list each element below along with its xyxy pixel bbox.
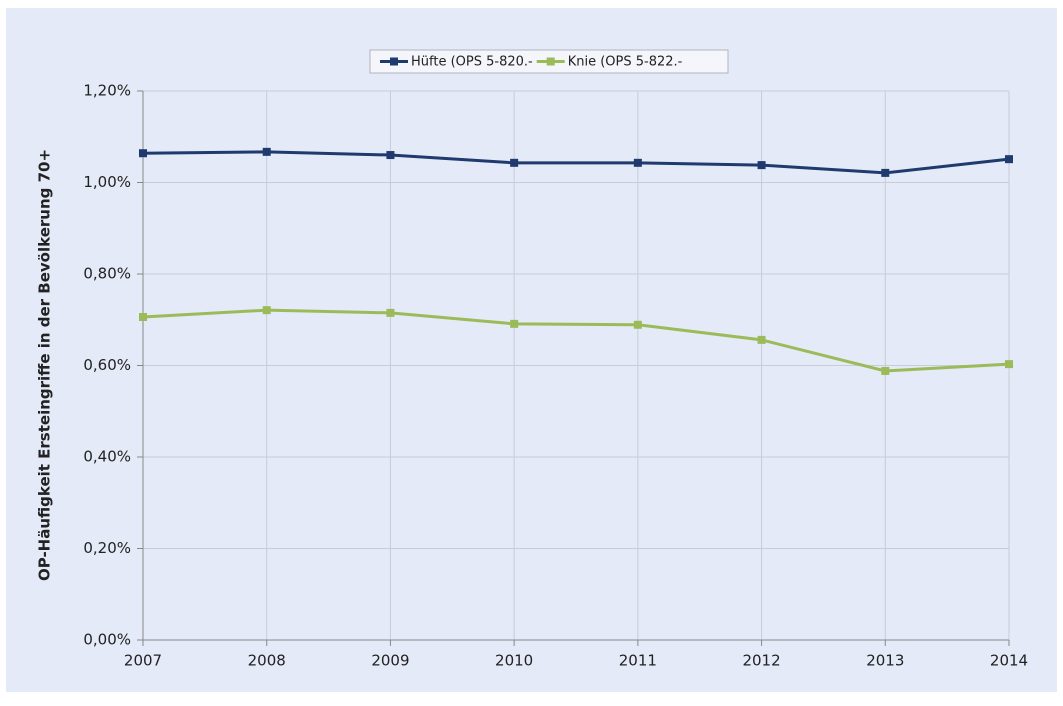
legend-marker — [390, 57, 398, 66]
y-tick-label: 0,00% — [83, 631, 131, 649]
x-tick-label: 2014 — [990, 652, 1028, 670]
series-line — [142, 308, 1010, 373]
point-marker — [510, 158, 519, 167]
y-axis-label: OP-Häufigkeit Ersteingriffe in der Bevöl… — [36, 149, 54, 581]
x-tick-label: 2010 — [495, 652, 533, 670]
x-tick-label: 2007 — [124, 652, 162, 670]
point-marker — [262, 306, 271, 315]
point-marker — [633, 158, 642, 167]
point-marker — [262, 147, 271, 156]
x-tick-label: 2009 — [371, 652, 409, 670]
x-tick-label: 2012 — [742, 652, 780, 670]
legend-marker — [546, 57, 555, 66]
point-marker — [139, 313, 147, 322]
y-tick-label: 1,20% — [83, 82, 131, 100]
y-tick-label: 0,40% — [83, 448, 131, 466]
point-marker — [881, 366, 890, 375]
y-tick-label: 0,80% — [83, 265, 131, 283]
y-tick-label: 0,20% — [83, 539, 131, 557]
x-tick-label: 2008 — [248, 652, 286, 670]
series-line — [142, 150, 1010, 175]
y-tick-label: 1,00% — [83, 173, 131, 191]
y-tick-label: 0,60% — [83, 356, 131, 374]
point-marker — [757, 335, 766, 344]
point-marker — [1005, 360, 1013, 369]
legend-label: Hüfte (OPS 5-820.- — [411, 55, 533, 70]
point-marker — [1005, 155, 1013, 164]
point-marker — [386, 308, 395, 317]
point-marker — [633, 320, 642, 329]
x-tick-label: 2013 — [866, 652, 904, 670]
point-marker — [757, 161, 766, 170]
point-marker — [139, 149, 147, 158]
x-tick-label: 2011 — [619, 652, 657, 670]
point-marker — [881, 168, 890, 177]
legend: Hüfte (OPS 5-820.- Knie (OPS 5-822.- — [369, 49, 729, 74]
chart-background — [6, 8, 1057, 692]
legend-label: Knie (OPS 5-822.- — [568, 55, 683, 70]
point-marker — [386, 151, 395, 160]
point-marker — [510, 319, 519, 328]
